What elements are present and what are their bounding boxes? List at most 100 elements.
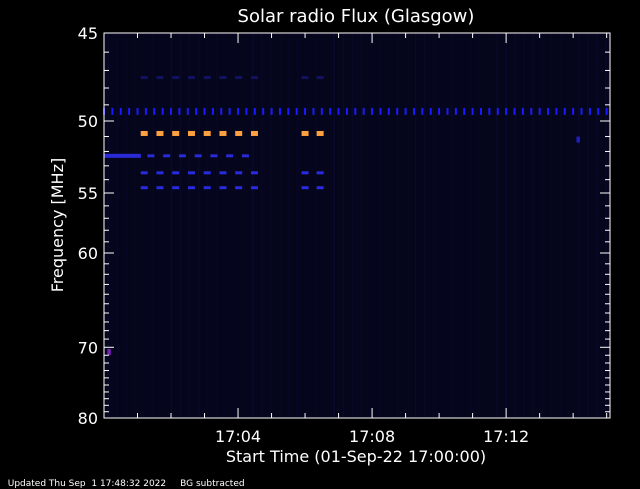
background-streak [532,34,535,417]
emission-band [107,349,111,356]
emission-band [104,153,141,158]
emission-tick [203,107,206,115]
background-streak [451,34,453,417]
emission-tick [547,107,550,115]
emission-dash [226,154,234,158]
emission-tick [438,107,441,115]
background-streak [478,34,480,417]
emission-dash [178,154,186,158]
emission-dash [194,154,202,158]
background-streak [387,34,390,417]
background-streak [523,34,526,417]
emission-dash [316,76,324,80]
background-streak [188,34,191,417]
emission-tick [220,107,223,115]
plot-background [104,33,610,418]
footer-updated: Updated Thu Sep 1 17:48:32 2022 [7,479,167,489]
background-streak [288,34,290,417]
emission-tick [211,107,214,115]
emission-dash [140,130,148,136]
emission-tick [237,107,240,115]
emission-tick [597,107,600,115]
emission-dash [219,76,227,80]
emission-tick [513,107,516,115]
emission-tick [354,107,357,115]
emission-dash [301,76,309,80]
emission-dash [156,171,164,175]
background-streak [161,34,164,417]
emission-tick [404,107,407,115]
x-tick-label: 17:12 [483,427,529,446]
emission-dash [203,171,211,175]
emission-tick [329,107,332,115]
emission-dash [250,171,258,175]
y-tick-label: 60 [78,244,98,263]
y-tick-label: 80 [78,409,98,428]
emission-tick [496,107,499,115]
emission-tick [412,107,415,115]
chart-title: Solar radio Flux (Glasgow) [238,6,475,27]
emission-tick [111,107,114,115]
background-streak [550,34,553,417]
background-streak [224,34,227,417]
emission-dash [316,186,324,190]
emission-dash [203,186,211,190]
emission-tick [563,107,566,115]
emission-dash [187,171,195,175]
emission-dash [172,130,180,136]
emission-tick [161,107,164,115]
emission-tick [345,107,348,115]
y-tick-label: 50 [78,112,98,131]
background-streak [442,34,444,417]
emission-tick [446,107,449,115]
emission-tick [304,107,307,115]
background-streak [360,34,363,417]
background-streak [604,34,607,417]
emission-dash [250,130,258,136]
background-streak [496,34,498,417]
emission-tick [337,107,340,115]
emission-tick [371,107,374,115]
emission-dash [140,186,148,190]
emission-dash [316,130,324,136]
background-streak [306,34,308,417]
axes: 45 50 55 60 70 80 17:04 17:08 17:12 [78,24,610,446]
emission-tick [136,107,139,115]
background-streak [125,34,127,417]
emission-tick [270,107,273,115]
emission-tick [521,107,524,115]
spectrogram-features [103,34,608,417]
emission-dash [187,130,195,136]
background-streak [152,34,155,417]
emission-tick [429,107,432,115]
emission-tick [580,107,583,115]
background-streak [197,34,200,417]
emission-dash [156,186,164,190]
emission-tick [170,107,173,115]
background-streak [270,34,272,417]
background-streak [396,34,399,417]
footer-note: BG subtracted [180,479,245,489]
emission-dash [187,76,195,80]
emission-dash [301,186,309,190]
background-streak [116,34,118,417]
emission-tick [588,107,591,115]
emission-tick [178,107,181,115]
background-streak [261,34,263,417]
emission-tick [262,107,265,115]
emission-tick [463,107,466,115]
emission-tick [538,107,541,115]
emission-dash [203,76,211,80]
emission-tick [278,107,281,115]
emission-tick [287,107,290,115]
background-streak [414,34,417,417]
emission-tick [253,107,256,115]
emission-dash [172,171,180,175]
emission-tick [295,107,298,115]
emission-dash [301,171,309,175]
emission-tick [421,107,424,115]
emission-dash [219,171,227,175]
emission-tick [128,107,131,115]
background-streak [586,34,589,417]
